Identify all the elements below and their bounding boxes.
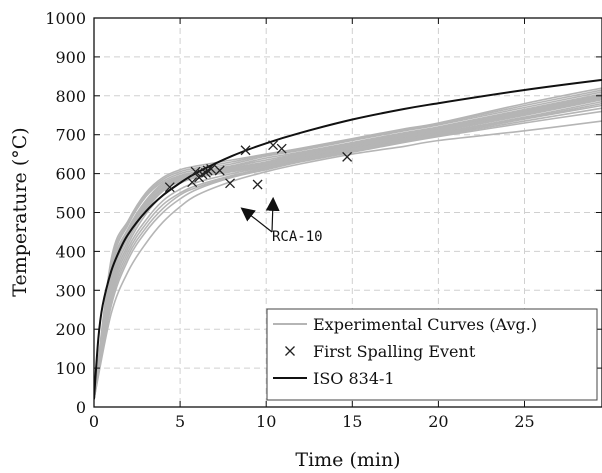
spalling-marker: [342, 151, 353, 162]
spalling-marker: [206, 163, 217, 174]
annotation-arrow-2: [265, 196, 280, 233]
spalling-marker: [214, 165, 225, 176]
y-tick-label: 700: [55, 126, 86, 145]
y-tick-label: 300: [55, 281, 86, 300]
iso-curve-group: [94, 78, 602, 400]
y-tick-label: 0: [76, 398, 86, 417]
x-tick-label: 10: [256, 412, 276, 431]
experimental-curve: [94, 89, 602, 400]
spalling-marker: [202, 165, 213, 176]
x-tick-label: 20: [428, 412, 448, 431]
spalling-marker: [164, 182, 175, 193]
legend-swatch-spalling: [285, 346, 295, 356]
x-tick-label: 15: [342, 412, 362, 431]
spalling-marker: [190, 166, 201, 177]
annotation-label: RCA-10: [272, 229, 323, 245]
experimental-curve: [94, 102, 602, 400]
y-tick-label: 200: [55, 320, 86, 339]
x-tick-label: 0: [89, 412, 99, 431]
legend: Experimental Curves (Avg.) First Spallin…: [266, 308, 598, 401]
legend-label-experimental: Experimental Curves (Avg.): [313, 315, 537, 334]
rca-annotation: RCA-10: [240, 196, 323, 245]
experimental-curve: [94, 107, 602, 400]
legend-x-marker: [285, 346, 295, 356]
experimental-curve: [94, 91, 602, 400]
spalling-marker: [276, 143, 287, 154]
legend-label-spalling: First Spalling Event: [313, 342, 476, 361]
y-tick-label: 1000: [45, 9, 86, 28]
legend-box: [266, 308, 598, 401]
spalling-marker: [252, 179, 263, 190]
y-tick-label: 900: [55, 48, 86, 67]
grid-lines: [94, 18, 602, 407]
spalling-marker: [225, 178, 236, 189]
annotation-arrow-1: [240, 207, 273, 233]
y-axis-title: Temperature (°C): [9, 127, 31, 296]
x-axis-title: Time (min): [295, 449, 400, 471]
spalling-marker: [197, 169, 208, 180]
spalling-marker: [268, 140, 279, 151]
x-tick-label: 25: [514, 412, 534, 431]
y-tick-label: 500: [55, 204, 86, 223]
iso-834-curve: [94, 78, 602, 400]
y-tick-label: 400: [55, 242, 86, 261]
spalling-marker: [187, 177, 198, 188]
x-axis-ticks: 0 5 10 15 20 25: [89, 18, 535, 431]
experimental-curve: [94, 95, 602, 400]
legend-label-iso: ISO 834-1: [313, 369, 395, 388]
spalling-markers: [164, 140, 353, 193]
y-tick-label: 100: [55, 359, 86, 378]
x-tick-label: 5: [175, 412, 185, 431]
y-axis-ticks: 0 100 200 300 400 500 600 700 800 900 1000: [45, 9, 602, 417]
experimental-curve: [94, 94, 602, 400]
y-tick-label: 800: [55, 87, 86, 106]
y-tick-label: 600: [55, 165, 86, 184]
spalling-marker: [240, 145, 251, 156]
